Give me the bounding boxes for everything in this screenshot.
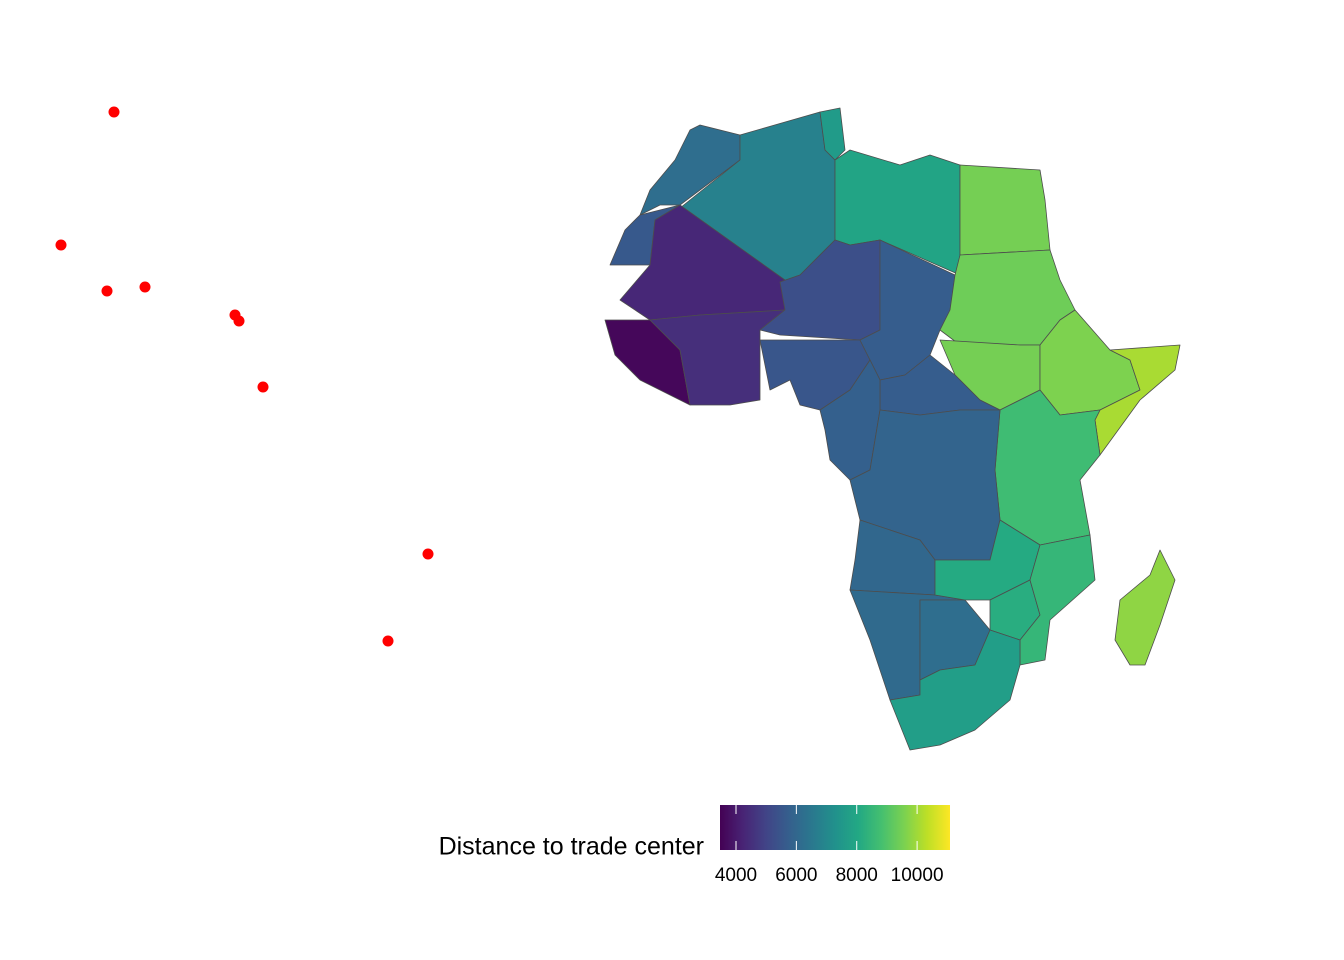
country — [819, 107, 846, 161]
trade-point — [55, 239, 67, 251]
country — [994, 389, 1101, 546]
country — [649, 309, 786, 406]
country — [1019, 534, 1096, 666]
colorbar-ticks: 4000 6000 8000 10000 — [715, 805, 944, 886]
trade-point — [108, 106, 120, 118]
trade-point — [233, 315, 245, 327]
trade-point — [101, 285, 113, 297]
country — [889, 629, 1021, 751]
trade-point — [139, 281, 151, 293]
colorbar-tick-label: 8000 — [836, 865, 878, 886]
legend-title: Distance to trade center — [439, 833, 704, 861]
trade-point — [422, 548, 434, 560]
colorbar-tick-label: 4000 — [715, 865, 757, 886]
country — [1114, 549, 1176, 666]
countries — [604, 107, 1181, 751]
colorbar — [720, 805, 950, 850]
trade-point — [257, 381, 269, 393]
colorbar-tick-label: 6000 — [775, 865, 817, 886]
trade-point — [382, 635, 394, 647]
country — [959, 164, 1051, 256]
points — [55, 106, 434, 647]
colorbar-tick-label: 10000 — [891, 865, 944, 886]
